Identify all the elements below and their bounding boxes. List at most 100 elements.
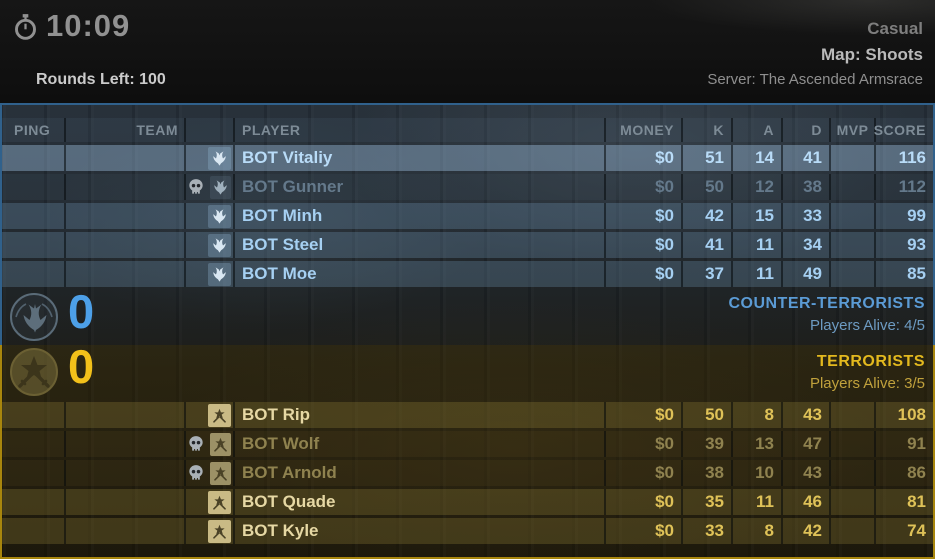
ct-players-alive: Players Alive: 4/5 [809, 317, 925, 334]
status-icons-cell [184, 174, 233, 200]
team-cell [64, 174, 184, 200]
assists-cell: 12 [731, 174, 781, 200]
score-cell: 74 [874, 518, 933, 544]
player-row[interactable]: BOT Quade $0 35 11 46 81 [2, 489, 933, 515]
ping-cell [2, 518, 64, 544]
header-ping: PING [2, 118, 64, 142]
status-icons-cell [184, 232, 233, 258]
team-cell [64, 489, 184, 515]
player-row[interactable]: BOT Wolf $0 39 13 47 91 [2, 431, 933, 457]
score-cell: 108 [874, 402, 933, 428]
kills-cell: 41 [681, 232, 731, 258]
score-cell: 93 [874, 232, 933, 258]
header-icons-spacer [184, 118, 233, 142]
player-row[interactable]: BOT Vitaliy $0 51 14 41 116 [2, 145, 933, 171]
player-name: BOT Moe [233, 261, 604, 287]
top-hud-bar: 10:09 Rounds Left: 100 Casual Map: Shoot… [0, 0, 935, 103]
t-score: 0 [68, 340, 96, 393]
header-mvp: MVP [829, 118, 874, 142]
player-row[interactable]: BOT Kyle $0 33 8 42 74 [2, 518, 933, 544]
deaths-cell: 34 [781, 232, 829, 258]
mvp-cell [829, 203, 874, 229]
score-cell: 99 [874, 203, 933, 229]
player-row[interactable]: BOT Minh $0 42 15 33 99 [2, 203, 933, 229]
deaths-cell: 43 [781, 402, 829, 428]
status-icons-cell [184, 460, 233, 486]
mvp-cell [829, 489, 874, 515]
score-cell: 86 [874, 460, 933, 486]
assists-cell: 11 [731, 261, 781, 287]
status-icons-cell [184, 261, 233, 287]
rounds-left-label: Rounds Left: 100 [36, 71, 166, 88]
deaths-cell: 46 [781, 489, 829, 515]
kills-cell: 37 [681, 261, 731, 287]
player-name: BOT Kyle [233, 518, 604, 544]
money-cell: $0 [604, 489, 681, 515]
mvp-cell [829, 518, 874, 544]
mvp-cell [829, 460, 874, 486]
kills-cell: 50 [681, 402, 731, 428]
scoreboard-panel: PING TEAM PLAYER MONEY K A D MVP SCORE B… [0, 103, 935, 559]
deaths-cell: 49 [781, 261, 829, 287]
mvp-cell [829, 402, 874, 428]
player-name: BOT Steel [233, 232, 604, 258]
status-icons-cell [184, 145, 233, 171]
money-cell: $0 [604, 261, 681, 287]
t-logo [10, 348, 58, 396]
t-team-icon [208, 519, 231, 543]
ping-cell [2, 174, 64, 200]
skull-icon [186, 434, 206, 454]
status-icons-cell [184, 518, 233, 544]
money-cell: $0 [604, 431, 681, 457]
ping-cell [2, 402, 64, 428]
ct-team-icon [208, 233, 231, 257]
deaths-cell: 41 [781, 145, 829, 171]
player-row[interactable]: BOT Rip $0 50 8 43 108 [2, 402, 933, 428]
ct-team-icon [210, 175, 231, 199]
money-cell: $0 [604, 145, 681, 171]
ping-cell [2, 460, 64, 486]
money-cell: $0 [604, 203, 681, 229]
header-score: SCORE [874, 118, 933, 142]
map-label: Map: Shoots [821, 45, 923, 64]
t-summary: 0 TERRORISTS Players Alive: 3/5 [2, 340, 933, 402]
status-icons-cell [184, 431, 233, 457]
score-cell: 116 [874, 145, 933, 171]
deaths-cell: 47 [781, 431, 829, 457]
assists-cell: 13 [731, 431, 781, 457]
player-name: BOT Rip [233, 402, 604, 428]
team-cell [64, 203, 184, 229]
t-team-icon [210, 461, 231, 485]
money-cell: $0 [604, 460, 681, 486]
kills-cell: 42 [681, 203, 731, 229]
player-row[interactable]: BOT Steel $0 41 11 34 93 [2, 232, 933, 258]
ct-score: 0 [68, 285, 96, 338]
kills-cell: 35 [681, 489, 731, 515]
player-row[interactable]: BOT Moe $0 37 11 49 85 [2, 261, 933, 287]
player-row[interactable]: BOT Gunner $0 50 12 38 112 [2, 174, 933, 200]
ping-cell [2, 203, 64, 229]
ping-cell [2, 232, 64, 258]
assists-cell: 15 [731, 203, 781, 229]
ping-cell [2, 145, 64, 171]
kills-cell: 33 [681, 518, 731, 544]
mvp-cell [829, 174, 874, 200]
team-cell [64, 460, 184, 486]
ct-team-icon [208, 146, 231, 170]
status-icons-cell [184, 402, 233, 428]
game-mode-label: Casual [867, 19, 923, 38]
skull-icon [186, 177, 206, 197]
header-money: MONEY [604, 118, 681, 142]
header-player: PLAYER [233, 118, 604, 142]
money-cell: $0 [604, 232, 681, 258]
t-team-icon [208, 403, 231, 427]
server-label: Server: The Ascended Armsrace [707, 71, 923, 88]
t-team-icon [208, 490, 231, 514]
ct-team-name: COUNTER-TERRORISTS [728, 295, 925, 312]
ct-team-icon [208, 262, 231, 286]
ping-cell [2, 489, 64, 515]
t-team-name: TERRORISTS [816, 353, 925, 370]
team-cell [64, 145, 184, 171]
player-row[interactable]: BOT Arnold $0 38 10 43 86 [2, 460, 933, 486]
mvp-cell [829, 431, 874, 457]
